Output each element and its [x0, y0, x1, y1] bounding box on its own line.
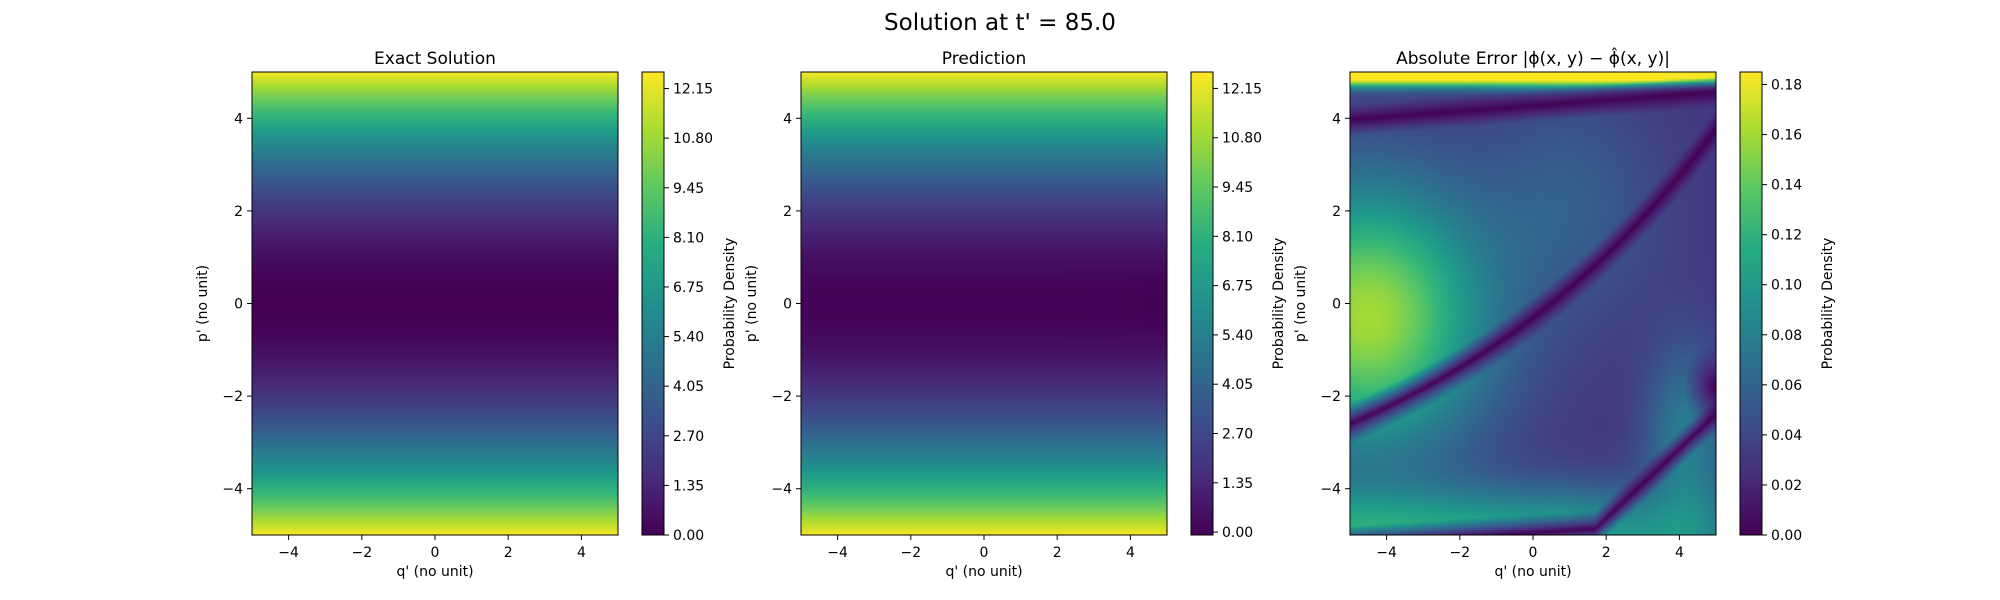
colorbar-tick-label: 0.04 — [1771, 428, 1802, 444]
x-tick-label: −2 — [900, 545, 921, 561]
panel-3: Absolute Error |ϕ(x, y) − ϕ̂(x, y)| −4 −2 0… — [1293, 46, 1836, 580]
x-axis-label: q' (no unit) — [945, 564, 1022, 580]
colorbar-tick-label: 0.12 — [1771, 228, 1802, 244]
x-tick-label: 0 — [431, 545, 440, 561]
colorbar-frame — [1739, 71, 1763, 536]
y-axis-label: p' (no unit) — [744, 265, 760, 342]
heatmap-image — [1350, 72, 1716, 535]
colorbar — [1191, 72, 1213, 535]
x-tick-label: 0 — [980, 545, 989, 561]
y-axis-label: p' (no unit) — [1293, 265, 1309, 342]
colorbar-tick-label: 5.40 — [1222, 328, 1253, 344]
x-tick-label: −4 — [1376, 545, 1397, 561]
colorbar-tick-label: 0.18 — [1771, 78, 1802, 94]
figure-suptitle: Solution at t' = 85.0 — [884, 10, 1116, 36]
x-tick-label: 4 — [577, 545, 586, 561]
colorbar-label: Probability Density — [722, 238, 738, 370]
x-tick-label: −2 — [1449, 545, 1470, 561]
y-tick-label: −2 — [1320, 389, 1341, 405]
colorbar-tick-label: 6.75 — [673, 280, 704, 296]
x-tick-label: 2 — [1602, 545, 1611, 561]
colorbar-tick-label: 0.16 — [1771, 128, 1802, 144]
x-tick-label: −4 — [278, 545, 299, 561]
colorbar-tick-label: 0.00 — [1771, 528, 1802, 544]
y-tick-label: 2 — [234, 204, 243, 220]
colorbar-tick-label: 0.08 — [1771, 328, 1802, 344]
colorbar-tick-label: 8.10 — [1222, 229, 1253, 245]
y-tick-label: 0 — [234, 297, 243, 313]
colorbar-tick-label: 10.80 — [673, 131, 713, 147]
colorbar-label: Probability Density — [1271, 238, 1287, 370]
colorbar-tick-label: 1.35 — [1222, 476, 1253, 492]
x-tick-label: 2 — [504, 545, 513, 561]
colorbar-tick-label: 12.15 — [673, 82, 713, 98]
colorbar-tick-label: 2.70 — [673, 429, 704, 445]
y-tick-label: 0 — [783, 297, 792, 313]
x-tick-label: 2 — [1053, 545, 1062, 561]
x-tick-label: 4 — [1675, 545, 1684, 561]
x-tick-label: −4 — [827, 545, 848, 561]
colorbar-tick-label: 6.75 — [1222, 279, 1253, 295]
y-tick-label: 0 — [1332, 297, 1341, 313]
colorbar-tick-label: 0.00 — [1222, 525, 1253, 541]
colorbar-tick-label: 4.05 — [673, 379, 704, 395]
colorbar-label: Probability Density — [1820, 238, 1836, 370]
x-tick-label: 0 — [1529, 545, 1538, 561]
x-axis-label: q' (no unit) — [396, 564, 473, 580]
y-tick-label: 4 — [783, 111, 792, 127]
y-tick-label: 2 — [1332, 204, 1341, 220]
colorbar-tick-label: 1.35 — [673, 478, 704, 494]
panel-title: Absolute Error |ϕ(x, y) − ϕ̂(x, y)| — [1396, 46, 1670, 69]
x-tick-label: −2 — [351, 545, 372, 561]
colorbar-tick-label: 10.80 — [1222, 131, 1262, 147]
y-tick-label: −2 — [222, 389, 243, 405]
colorbar-tick-label: 0.14 — [1771, 178, 1802, 194]
panel-title: Prediction — [942, 49, 1026, 69]
colorbar-tick-label: 12.15 — [1222, 81, 1262, 97]
colorbar-tick-label: 5.40 — [673, 330, 704, 346]
colorbar-tick-label: 9.45 — [673, 181, 704, 197]
heatmap-image — [252, 72, 618, 535]
colorbar-tick-label: 0.10 — [1771, 278, 1802, 294]
y-axis-label: p' (no unit) — [195, 265, 211, 342]
x-axis-label: q' (no unit) — [1494, 564, 1571, 580]
y-tick-label: −4 — [1320, 482, 1341, 498]
panel-title: Exact Solution — [374, 49, 496, 69]
panel-1: Exact Solution −4 −2 0 2 4 4 2 0 −2 −4 q' (no unit)… — [195, 49, 738, 580]
colorbar-tick-label: 2.70 — [1222, 426, 1253, 442]
colorbar-frame — [641, 71, 665, 536]
y-tick-label: −2 — [771, 389, 792, 405]
colorbar-frame — [1190, 71, 1214, 536]
colorbar-tick-label: 0.06 — [1771, 378, 1802, 394]
colorbar-tick-label: 9.45 — [1222, 180, 1253, 196]
panel-2: Prediction −4 −2 0 2 4 4 2 0 −2 −4 q' (no unit) p' (… — [744, 49, 1287, 580]
y-tick-label: 2 — [783, 204, 792, 220]
y-tick-label: 4 — [234, 111, 243, 127]
y-tick-label: −4 — [771, 482, 792, 498]
heatmap-image — [801, 72, 1167, 535]
colorbar — [642, 72, 664, 535]
colorbar — [1740, 72, 1762, 535]
x-tick-label: 4 — [1126, 545, 1135, 561]
colorbar-tick-label: 8.10 — [673, 230, 704, 246]
colorbar-tick-label: 0.02 — [1771, 478, 1802, 494]
y-tick-label: 4 — [1332, 111, 1341, 127]
colorbar-tick-label: 0.00 — [673, 528, 704, 544]
y-tick-label: −4 — [222, 482, 243, 498]
colorbar-tick-label: 4.05 — [1222, 377, 1253, 393]
